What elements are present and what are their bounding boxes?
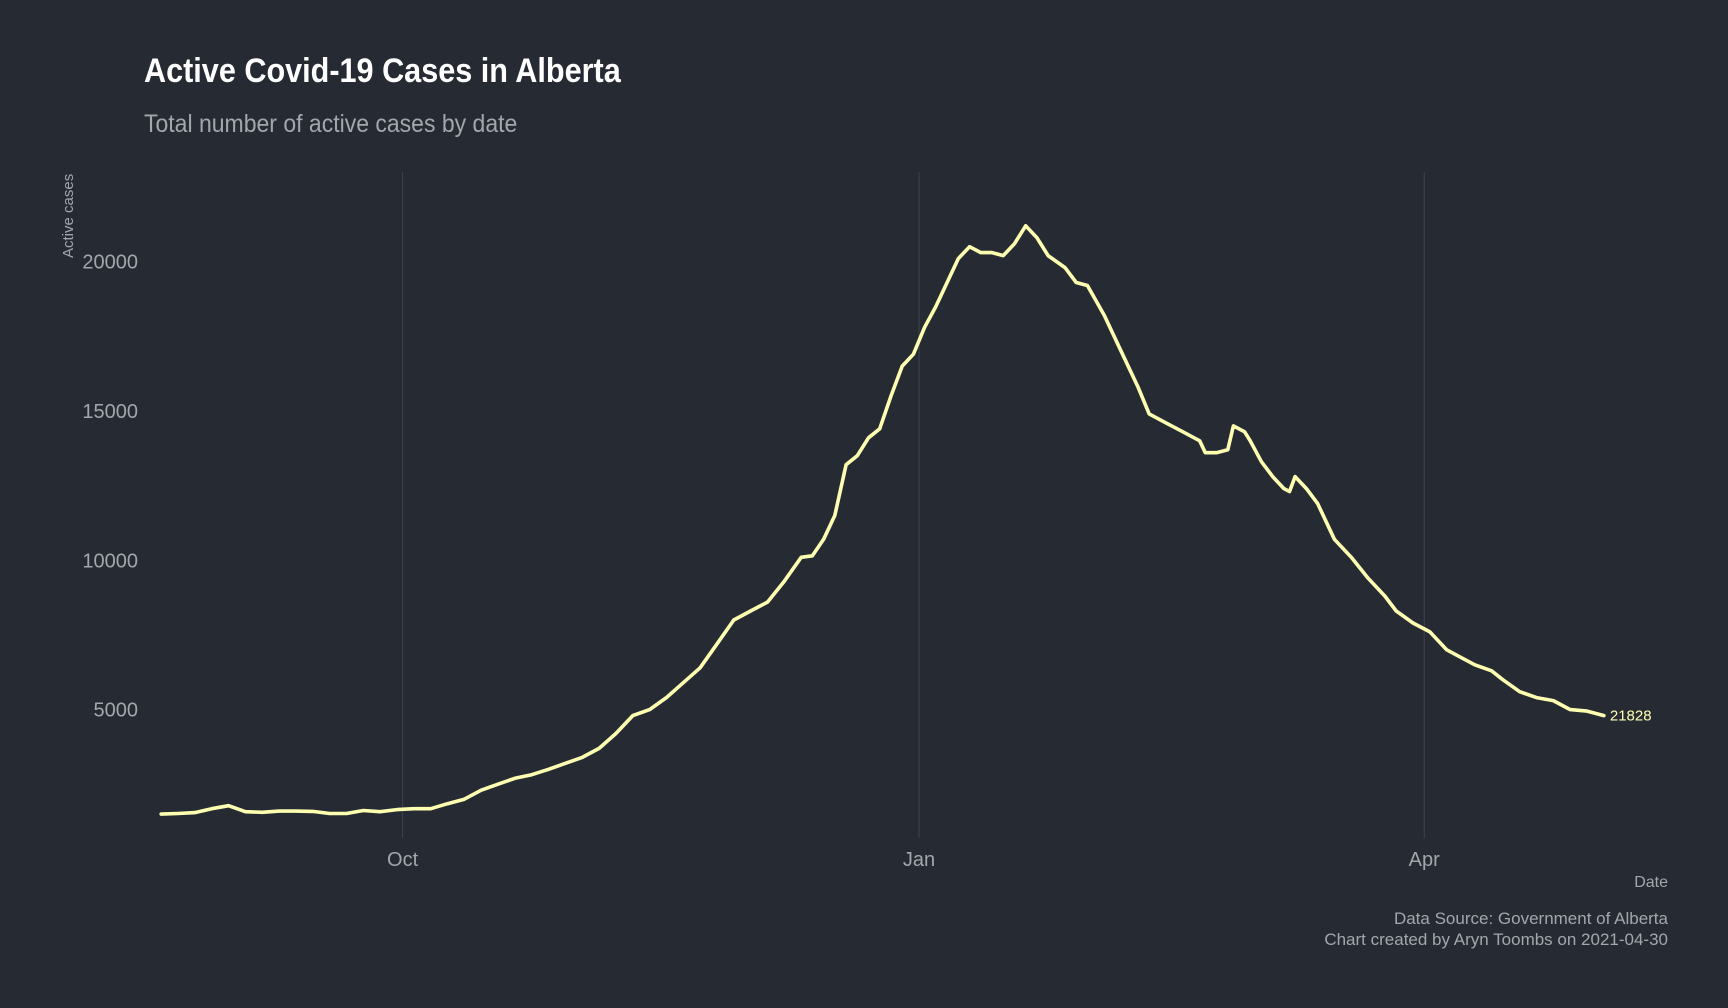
x-axis-label: Date (1634, 874, 1668, 891)
end-value-label: 21828 (1610, 708, 1652, 725)
x-tick-label-oct: Oct (387, 849, 419, 871)
y-axis-label: Active cases (60, 174, 77, 258)
chart-title: Active Covid-19 Cases in Alberta (144, 52, 621, 90)
y-tick-label-20000: 20000 (82, 252, 138, 274)
series-line-active-cases (159, 224, 1606, 816)
x-tick-label-apr: Apr (1409, 849, 1440, 871)
caption-source: Data Source: Government of Alberta (1393, 909, 1668, 928)
x-tick-labels: Oct Jan Apr (387, 849, 1440, 871)
chart-caption: Data Source: Government of Alberta Chart… (1324, 908, 1668, 950)
grid-layer (402, 172, 1425, 838)
chart-subtitle: Total number of active cases by date (144, 110, 518, 138)
x-tick-label-jan: Jan (903, 849, 935, 871)
y-tick-label-15000: 15000 (82, 401, 138, 423)
y-tick-label-5000: 5000 (94, 700, 139, 722)
y-tick-label-10000: 10000 (82, 550, 138, 572)
y-tick-labels: 5000 10000 15000 20000 (82, 252, 138, 722)
caption-credit: Chart created by Aryn Toombs on 2021-04-… (1324, 930, 1668, 949)
